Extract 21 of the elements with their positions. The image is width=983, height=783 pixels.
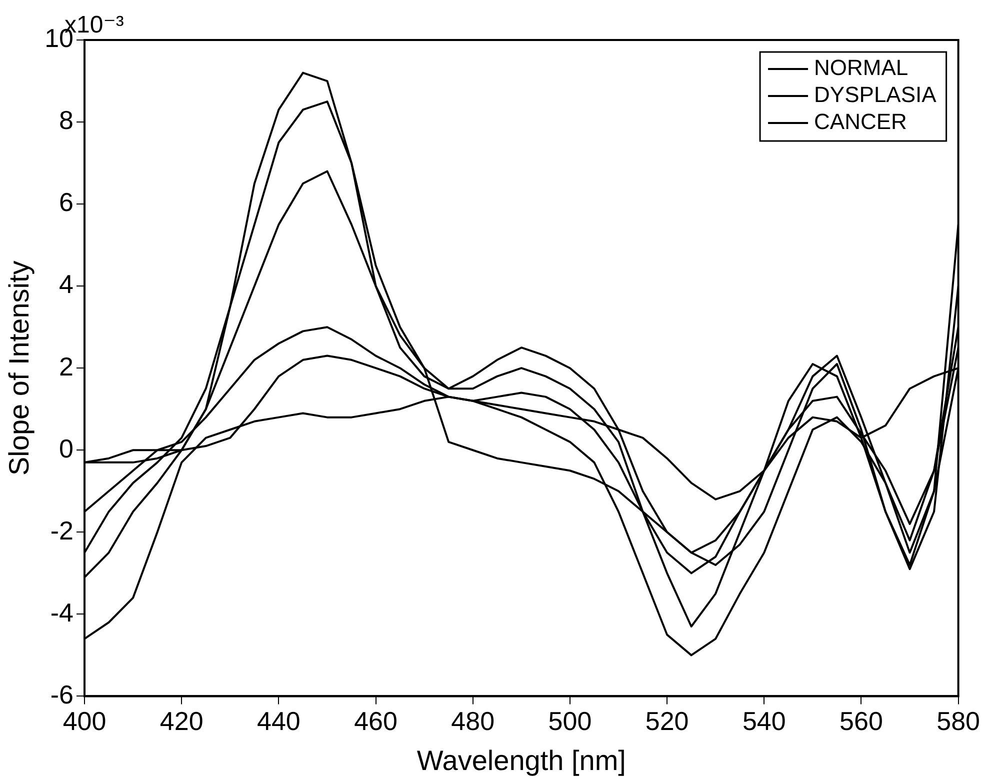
y-tick-label: 6 xyxy=(59,187,74,218)
y-tick-label: -4 xyxy=(50,597,74,628)
legend-label: NORMAL xyxy=(814,55,908,80)
legend-label: DYSPLASIA xyxy=(814,82,937,108)
x-tick-label: 560 xyxy=(840,706,883,736)
x-tick-label: 500 xyxy=(548,706,592,736)
x-tick-label: 460 xyxy=(354,706,398,736)
y-tick-label: 0 xyxy=(59,433,74,464)
y-tick-label: 2 xyxy=(59,351,74,382)
x-tick-label: 540 xyxy=(742,706,786,736)
x-tick-label: 420 xyxy=(160,706,204,736)
x-axis-title: Wavelength [nm] xyxy=(416,744,626,776)
y-tick-label: 4 xyxy=(59,269,74,300)
legend-label: CANCER xyxy=(814,109,907,134)
x-tick-label: 440 xyxy=(257,706,300,736)
x-tick-label: 520 xyxy=(645,706,689,736)
y-tick-label: 8 xyxy=(59,105,74,136)
x-tick-label: 580 xyxy=(936,706,980,736)
y-tick-label: -2 xyxy=(50,515,74,546)
y-axis-title: Slope of Intensity xyxy=(4,260,35,476)
x-tick-label: 480 xyxy=(451,706,495,736)
